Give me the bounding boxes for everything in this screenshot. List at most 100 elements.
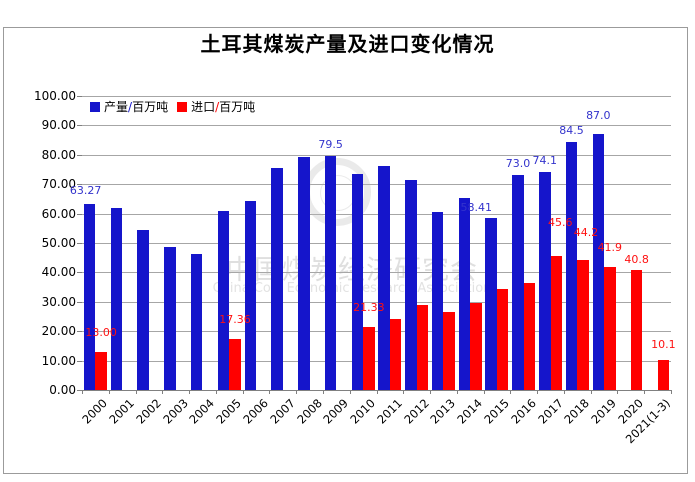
y-tick-label: 30.00 [41,294,76,309]
bar-production-2012 [405,179,417,390]
y-tick-label: 40.00 [41,265,76,280]
x-axis-tick [82,390,83,394]
data-label-production-2016: 73.0 [505,157,531,171]
x-axis-tick [215,390,217,394]
gridline [82,243,671,244]
y-axis-tick [77,360,82,362]
bar-production-2019 [592,134,605,390]
x-axis-tick [537,390,539,394]
bar-production-2013 [431,212,444,390]
bar-production-2002 [137,230,149,390]
x-axis-tick [162,390,164,394]
legend-label-production: 产量/百万吨 [104,100,169,114]
data-label-import-2019: 41.9 [597,240,623,254]
data-label-production-2000: 63.27 [69,183,102,197]
gridline [82,184,671,186]
x-axis-tick [189,390,191,394]
bar-import-2014 [470,302,482,390]
data-label-import-2017: 45.6 [548,215,573,229]
bar-production-2008 [298,156,310,390]
bar-import-2012 [416,304,429,390]
gridline [82,213,671,215]
x-axis-tick [108,390,110,394]
y-axis-tick [77,243,82,244]
bar-production-2001 [110,207,123,390]
y-tick-label: 70.00 [41,177,76,192]
y-tick-label: 100.00 [34,89,76,103]
x-axis-tick [269,390,271,394]
gridline [82,301,671,303]
y-tick-label: 90.00 [41,118,76,133]
y-tick-label: 20.00 [41,324,76,339]
legend-swatch-production [90,101,100,112]
data-label-import-2010: 21.33 [353,301,385,315]
chart-title: 土耳其煤炭产量及进口变化情况 [200,32,495,56]
x-axis-tick [322,390,324,394]
legend-label-import: 进口/百万吨 [191,100,256,114]
bar-production-2005 [217,210,230,390]
x-axis-tick [296,390,298,394]
bar-import-2020 [630,270,643,390]
legend-item-production: 产量/百万吨 [90,98,168,115]
bar-import-2013 [443,312,455,390]
x-axis-tick [590,390,592,394]
x-axis-tick [671,390,672,394]
bar-production-2006 [244,200,257,390]
gridline [82,96,671,97]
gridline [82,125,671,127]
x-axis-tick [483,390,485,394]
bar-production-2015 [485,218,497,390]
bar-import-2005 [229,338,241,390]
data-label-production-2015: 58.41 [460,201,492,215]
y-axis-tick [77,301,82,303]
y-axis-tick [77,184,82,186]
bar-production-2016 [512,175,524,390]
x-axis-tick [403,390,405,394]
x-axis-tick [563,390,565,394]
y-axis-tick [77,331,82,333]
legend: 产量/百万吨 进口/百万吨 [90,98,255,115]
bar-production-2004 [190,253,203,390]
y-tick-label: 0.00 [49,383,76,397]
bar-import-2011 [389,319,402,390]
data-label-import-2021(1-3): 10.1 [651,338,676,352]
gridline [82,331,671,333]
bar-production-2003 [164,246,176,390]
x-axis-tick [644,390,646,394]
data-label-import-2020: 40.8 [624,253,649,267]
data-label-production-2009: 79.5 [318,138,343,152]
bar-production-2009 [324,156,337,390]
y-tick-label: 80.00 [41,147,76,162]
data-label-import-2018: 44.2 [573,226,599,240]
bar-import-2018 [577,260,589,390]
bar-import-2015 [496,289,509,390]
gridline [82,272,671,274]
bar-import-2017 [550,255,563,390]
y-axis-tick [77,154,82,156]
x-axis-line [77,390,671,391]
x-axis-tick [376,390,378,394]
bar-import-2000 [95,351,107,390]
gridline [82,154,671,156]
y-axis-tick [77,96,82,97]
x-axis-tick [510,390,512,394]
bar-import-2010 [363,327,375,390]
x-axis-tick [430,390,432,394]
bar-production-2011 [378,166,390,390]
x-axis-tick [242,390,244,394]
y-tick-label: 50.00 [41,236,76,250]
y-axis-tick [77,125,82,127]
y-axis-tick [77,213,82,215]
data-label-production-2018: 84.5 [559,123,584,137]
bar-production-2014 [458,198,471,390]
bar-production-2017 [539,172,551,390]
x-axis-tick [349,390,351,394]
gridline [82,360,671,362]
bar-production-2018 [565,141,578,390]
bar-import-2021(1-3) [657,360,670,390]
data-label-production-2019: 87.0 [586,109,611,123]
y-axis-tick [77,272,82,274]
y-tick-label: 60.00 [41,206,76,221]
x-axis-tick [617,390,619,394]
